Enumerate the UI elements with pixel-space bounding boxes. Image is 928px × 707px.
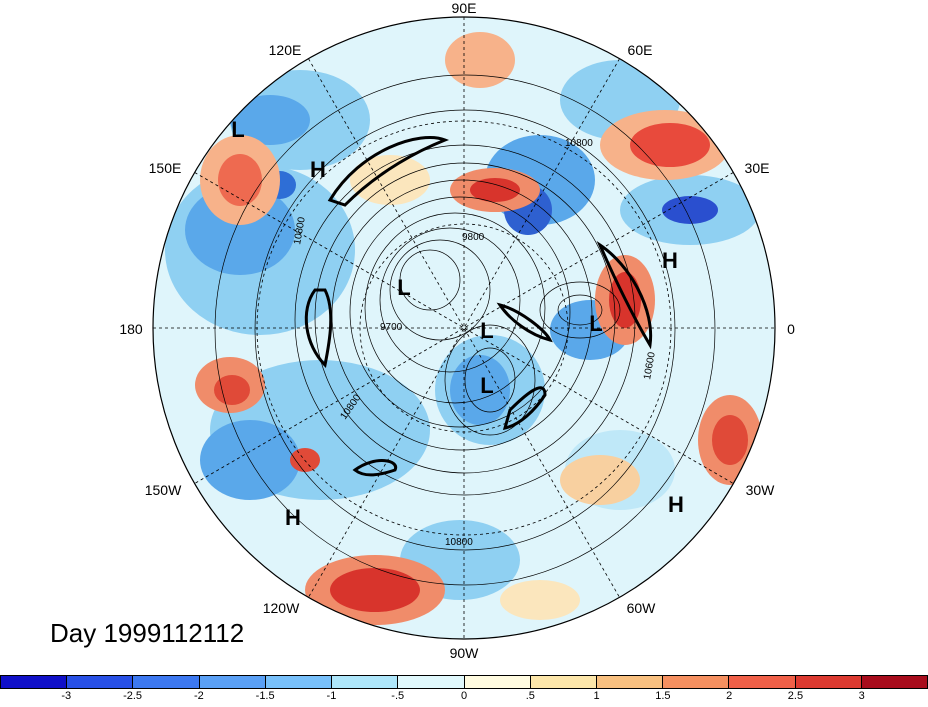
longitude-label: 150E — [148, 160, 182, 176]
longitude-label: 120E — [268, 42, 302, 58]
colorbar-swatch — [795, 676, 862, 688]
longitude-label: 120W — [262, 600, 300, 616]
colorbar-swatch — [530, 676, 597, 688]
high-pressure-marker: H — [310, 157, 326, 182]
longitude-label: 60E — [627, 42, 653, 58]
longitude-label: 60W — [626, 600, 656, 616]
contour-label: 9800 — [462, 232, 485, 243]
colorbar-swatch — [67, 676, 134, 688]
contour-label: 10800 — [565, 138, 593, 149]
high-pressure-marker: H — [668, 492, 684, 517]
low-pressure-marker: L — [480, 373, 493, 398]
longitude-label: 90E — [451, 0, 477, 16]
colorbar-tick-label: 2 — [726, 690, 733, 702]
colorbar-swatch — [332, 676, 399, 688]
longitude-label: 150W — [144, 482, 182, 498]
low-pressure-marker: L — [480, 318, 493, 343]
high-pressure-marker: H — [662, 248, 678, 273]
contour-label: 10800 — [445, 537, 473, 548]
colorbar-swatch — [729, 676, 796, 688]
colorbar-tick-label: 2.5 — [787, 690, 804, 702]
longitude-label: 90W — [449, 645, 479, 661]
colorbar-swatch — [265, 676, 333, 688]
contour-label: 10600 — [642, 351, 658, 381]
low-pressure-marker: L — [589, 311, 602, 336]
longitude-label: 0 — [787, 321, 795, 337]
graticule — [153, 17, 775, 639]
colorbar-swatch — [663, 676, 730, 688]
colorbar-swatch — [596, 676, 664, 688]
longitude-label: 30E — [744, 160, 770, 176]
colorbar-swatch — [133, 676, 200, 688]
colorbar-tick-label: -1 — [326, 690, 337, 702]
colorbar-swatch — [199, 676, 266, 688]
colorbar-tick-label: 1.5 — [655, 690, 671, 702]
longitude-label: 30W — [745, 482, 775, 498]
colorbar-swatch — [1, 676, 68, 688]
contour-label: 10800 — [292, 216, 308, 246]
colorbar-swatch — [861, 676, 928, 688]
contour-label: 9700 — [380, 322, 403, 333]
day-label: Day 1999112112 — [50, 618, 245, 648]
low-pressure-marker: L — [397, 275, 410, 300]
colorbar-tick-label: -2 — [193, 690, 204, 702]
colorbar-tick-label: -2.5 — [123, 690, 143, 702]
height-contours — [214, 74, 716, 586]
low-pressure-marker: L — [231, 117, 244, 142]
colorbar-tick-label: 0 — [460, 690, 468, 702]
colorbar-tick-label: .5 — [525, 690, 535, 702]
colorbar-tick-label: 3 — [858, 690, 865, 702]
colorbar-tick-label: -3 — [61, 690, 72, 702]
high-pressure-marker: H — [285, 505, 301, 530]
longitude-label: 180 — [119, 321, 143, 337]
colorbar-tick-label: 1 — [593, 690, 600, 702]
colorbar-tick-label: -1.5 — [255, 690, 275, 702]
colorbar-tick-label: -.5 — [391, 690, 405, 702]
colorbar — [0, 675, 928, 689]
colorbar-swatch — [464, 676, 531, 688]
map-boundary — [152, 16, 776, 640]
jet-contours — [304, 136, 653, 477]
colorbar-swatch — [398, 676, 465, 688]
